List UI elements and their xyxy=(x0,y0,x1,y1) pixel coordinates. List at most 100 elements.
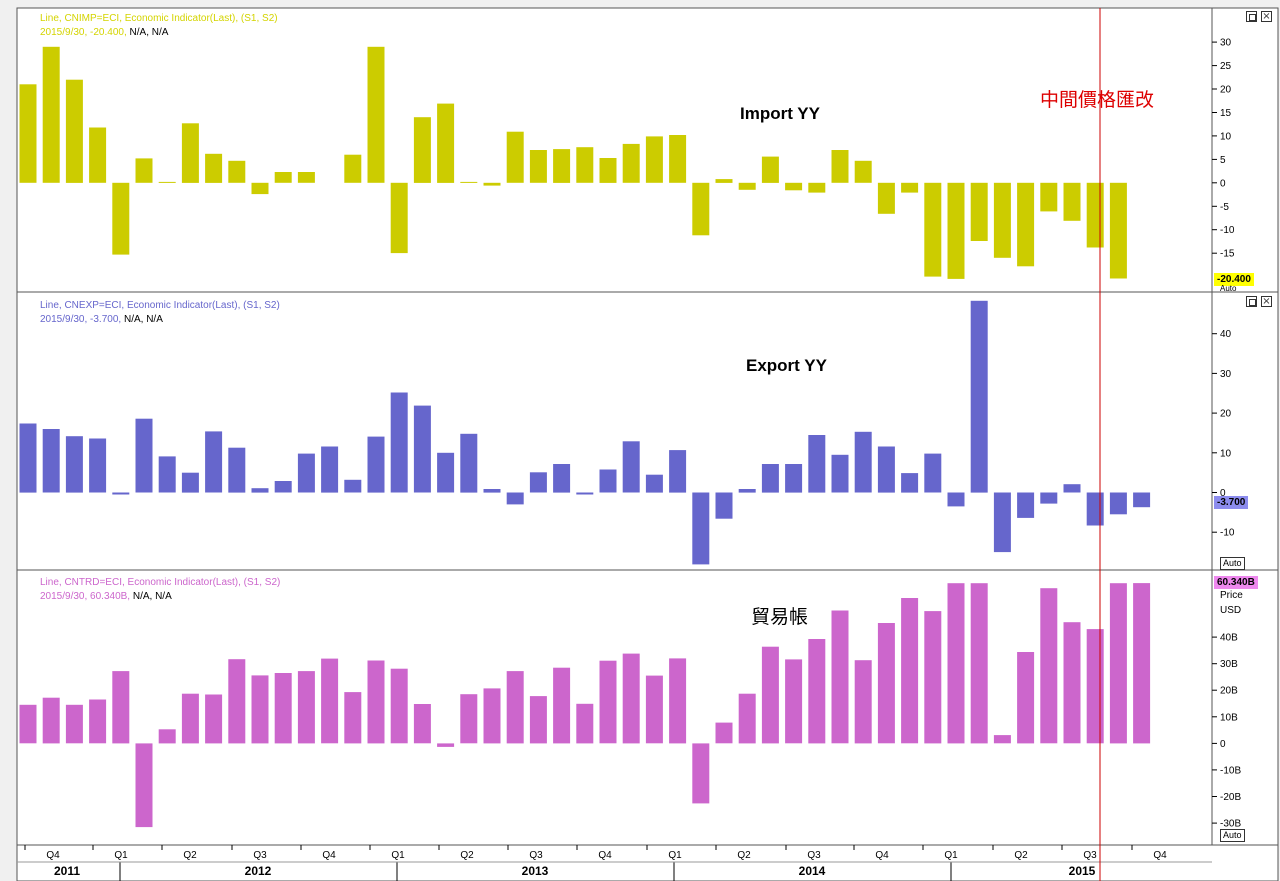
trade-bar xyxy=(274,673,292,744)
import-bar xyxy=(1017,182,1035,267)
trade-legend: Line, CNTRD=ECI, Economic Indicator(Last… xyxy=(40,576,280,604)
x-year-label: 2012 xyxy=(245,864,272,878)
export-bar xyxy=(599,469,617,493)
trade-bar xyxy=(877,623,895,744)
import-bar xyxy=(1040,182,1058,212)
import-ytick-label: 25 xyxy=(1220,61,1232,72)
export-close-icon[interactable]: × xyxy=(1261,296,1272,307)
export-ytick-label: 20 xyxy=(1220,409,1232,420)
trade-bar xyxy=(645,675,663,744)
import-bar xyxy=(808,182,826,193)
import-bar xyxy=(924,182,942,277)
export-bar xyxy=(1109,492,1127,515)
export-bar xyxy=(924,453,942,493)
trade-bar xyxy=(553,667,571,744)
import-restore-icon[interactable] xyxy=(1246,11,1257,22)
export-bar xyxy=(42,429,60,493)
import-bar xyxy=(553,149,571,183)
trade-bar xyxy=(808,639,826,744)
export-restore-icon[interactable] xyxy=(1246,296,1257,307)
export-auto-button[interactable]: Auto xyxy=(1220,557,1245,570)
x-quarter-label: Q4 xyxy=(875,850,889,861)
import-bar xyxy=(947,182,965,279)
trade-bar xyxy=(1040,588,1058,744)
import-ytick-label: 5 xyxy=(1220,155,1226,166)
export-ytick-label: 40 xyxy=(1220,329,1232,340)
import-bar xyxy=(89,127,107,183)
export-annotation: Export YY xyxy=(746,356,827,375)
export-bar xyxy=(274,481,292,493)
trade-bar xyxy=(413,704,431,744)
trade-ytick-label: 30B xyxy=(1220,659,1238,670)
import-bar xyxy=(158,181,176,183)
export-bar xyxy=(181,472,199,493)
trade-legend-na: N/A, N/A xyxy=(132,591,172,602)
trade-auto-button[interactable]: Auto xyxy=(1220,829,1245,842)
trade-bar xyxy=(738,693,756,744)
import-bar xyxy=(205,153,223,183)
export-bar xyxy=(205,431,223,493)
x-quarter-label: Q4 xyxy=(46,850,60,861)
trade-bar xyxy=(901,598,919,744)
axis-background xyxy=(1211,7,1279,846)
export-bar xyxy=(1086,492,1104,526)
trade-ytick-label: 0 xyxy=(1220,739,1226,750)
x-quarter-label: Q1 xyxy=(944,850,958,861)
export-legend-line: Line, CNEXP=ECI, Economic Indicator(Last… xyxy=(40,300,280,311)
export-bar xyxy=(831,454,849,493)
import-auto-label[interactable]: Auto xyxy=(1220,284,1237,293)
export-legend-na: N/A, N/A xyxy=(123,314,163,325)
trade-bar xyxy=(924,611,942,744)
import-ytick-label: 15 xyxy=(1220,108,1232,119)
export-bar xyxy=(1063,484,1081,493)
export-bar xyxy=(112,492,130,495)
trade-bar xyxy=(854,660,872,744)
trade-bar xyxy=(1063,622,1081,744)
import-bar xyxy=(1109,182,1127,279)
import-close-icon[interactable]: × xyxy=(1261,11,1272,22)
x-quarter-label: Q4 xyxy=(322,850,336,861)
import-bar xyxy=(970,182,988,241)
export-last-value: -3.700 xyxy=(1214,496,1249,509)
import-bar xyxy=(413,117,431,183)
export-bar xyxy=(947,492,965,507)
trade-annotation: 貿易帳 xyxy=(751,606,809,628)
export-bar xyxy=(390,392,408,493)
trade-ytick-label: 10B xyxy=(1220,712,1238,723)
import-bar xyxy=(460,181,478,183)
trade-bar xyxy=(367,660,385,744)
trade-bar xyxy=(228,659,246,744)
x-quarter-label: Q3 xyxy=(253,850,267,861)
export-bar xyxy=(1133,492,1151,508)
import-bar xyxy=(831,150,849,183)
marker-annotation: 中間價格匯改 xyxy=(1040,89,1155,111)
trade-bar xyxy=(529,696,547,744)
trade-bar xyxy=(135,743,153,828)
import-ytick-label: 0 xyxy=(1220,178,1226,189)
trade-bar xyxy=(692,743,710,804)
export-bar xyxy=(228,447,246,493)
trade-bar xyxy=(599,660,617,744)
import-ytick-label: -10 xyxy=(1220,225,1235,236)
trade-bar xyxy=(158,729,176,744)
import-bar xyxy=(65,79,83,183)
import-bar xyxy=(993,182,1011,258)
trade-bar xyxy=(761,646,779,744)
trade-bar xyxy=(576,703,594,744)
x-year-label: 2014 xyxy=(799,864,826,878)
trade-bar xyxy=(831,610,849,744)
trade-bar xyxy=(785,659,803,744)
export-bar xyxy=(553,464,571,493)
export-bar xyxy=(297,453,315,493)
import-bar xyxy=(228,160,246,183)
export-bar xyxy=(785,464,803,493)
trade-ytick-label: -20B xyxy=(1220,792,1241,803)
trade-bar xyxy=(251,675,269,744)
import-bar xyxy=(19,84,37,183)
export-bar xyxy=(901,473,919,493)
export-bar xyxy=(877,446,895,493)
export-bar xyxy=(65,436,83,493)
import-bar xyxy=(785,182,803,191)
trade-ytick-label: -10B xyxy=(1220,765,1241,776)
